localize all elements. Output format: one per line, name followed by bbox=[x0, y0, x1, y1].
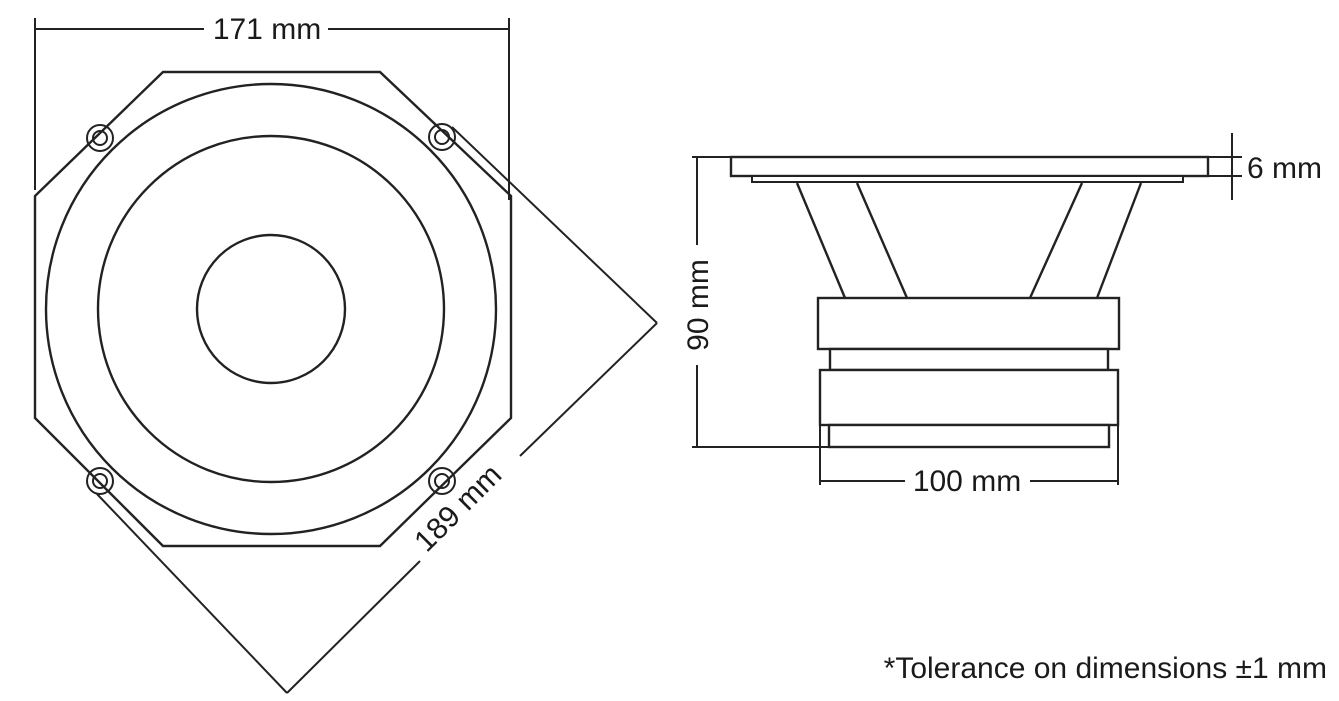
magnet-label: 100 mm bbox=[913, 465, 1021, 498]
front-dust-cap bbox=[195, 233, 347, 385]
front-cone-edge bbox=[96, 134, 446, 484]
flange-dimension: 6 mm bbox=[1208, 133, 1322, 200]
side-flange bbox=[729, 155, 1210, 178]
side-gasket bbox=[751, 175, 1184, 183]
width-dimension: 171 mm bbox=[34, 13, 510, 200]
width-label: 171 mm bbox=[213, 13, 321, 46]
magnet-dimension: 100 mm bbox=[819, 425, 1119, 498]
depth-label: 90 mm bbox=[682, 259, 715, 351]
side-magnet bbox=[818, 368, 1120, 427]
mounting-hole-top-right bbox=[428, 123, 456, 151]
side-pole-gap bbox=[828, 347, 1110, 372]
flange-label: 6 mm bbox=[1247, 152, 1322, 185]
side-top-plate bbox=[816, 296, 1121, 351]
front-view bbox=[33, 70, 513, 548]
front-frame-outline bbox=[33, 70, 513, 548]
mounting-hole-bottom-left bbox=[86, 467, 114, 495]
mounting-hole-bottom-right bbox=[428, 467, 456, 495]
side-back-plate bbox=[827, 423, 1111, 449]
side-view bbox=[729, 155, 1210, 449]
front-outer-surround bbox=[44, 82, 498, 536]
mounting-hole-top-left bbox=[86, 124, 114, 152]
depth-dimension: 90 mm bbox=[682, 156, 829, 448]
tolerance-note: *Tolerance on dimensions ±1 mm bbox=[883, 652, 1327, 685]
